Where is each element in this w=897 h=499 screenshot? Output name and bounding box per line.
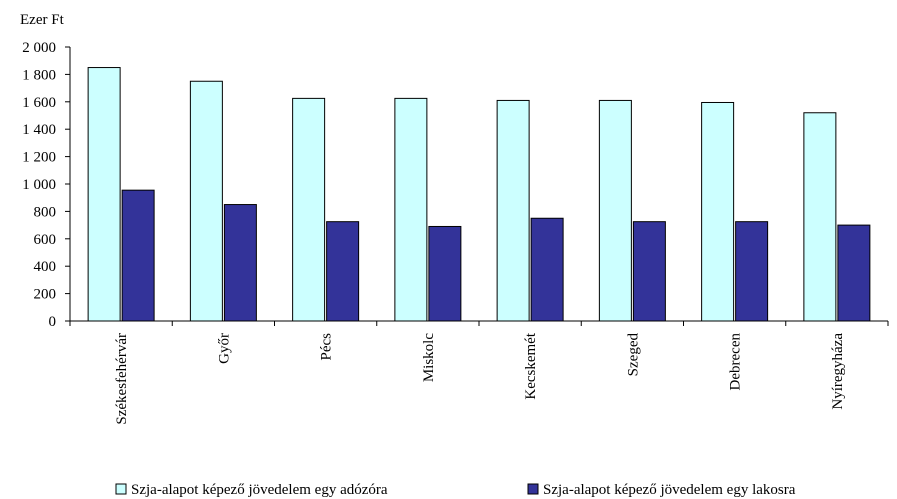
bar-lakosra-5 xyxy=(632,221,666,322)
y-tick-label: 600 xyxy=(34,232,57,248)
bar-adozora-2 xyxy=(292,97,326,322)
x-tick-label: Kecskemét xyxy=(523,332,539,399)
x-tick-label: Szeged xyxy=(625,333,641,377)
x-tick-label: Pécs xyxy=(319,333,335,361)
x-tick-label: Nyíregyháza xyxy=(830,333,846,410)
bar-lakosra-3 xyxy=(428,225,462,322)
legend-label: Szja-alapot képező jövedelem egy lakosra xyxy=(543,482,796,498)
y-tick-label: 800 xyxy=(34,204,57,220)
y-tick-label: 2 000 xyxy=(22,40,56,56)
y-ticks: 0 200 400 600 800 1 000 1 200 1 400 1 600 1 800 2 … xyxy=(22,40,70,330)
y-tick-label: 0 xyxy=(49,314,57,330)
bar-adozora-5 xyxy=(598,99,632,322)
y-tick-label: 400 xyxy=(34,259,57,275)
legend-label: Szja-alapot képező jövedelem egy adózóra xyxy=(131,482,388,498)
y-axis-label: Ezer Ft xyxy=(20,12,65,28)
legend-swatch xyxy=(115,483,127,495)
x-tick-label: Debrecen xyxy=(728,333,744,391)
bar-lakosra-6 xyxy=(735,221,769,322)
bar-adozora-3 xyxy=(394,97,428,322)
bar-adozora-0 xyxy=(87,67,121,322)
bar-lakosra-7 xyxy=(837,224,871,322)
y-tick-label: 200 xyxy=(34,287,57,303)
y-tick-label: 1 800 xyxy=(22,67,56,83)
y-tick-label: 1 600 xyxy=(22,95,56,111)
bar-lakosra-4 xyxy=(530,217,564,322)
bar-adozora-1 xyxy=(189,80,223,322)
y-tick-label: 1 200 xyxy=(22,150,56,166)
x-tick-label: Miskolc xyxy=(421,333,437,383)
x-tick-label: Székesfehérvár xyxy=(114,333,130,425)
bar-adozora-4 xyxy=(496,99,530,322)
bar-lakosra-1 xyxy=(223,204,257,322)
bar-lakosra-0 xyxy=(121,189,155,322)
bar-adozora-6 xyxy=(701,101,735,322)
y-tick-label: 1 400 xyxy=(22,122,56,138)
y-tick-label: 1 000 xyxy=(22,177,56,193)
x-tick-label: Győr xyxy=(216,333,232,364)
legend-swatch xyxy=(527,483,539,495)
x-tick-labels: Székesfehérvár Győr Pécs Miskolc Kecskemét Sz… xyxy=(114,332,846,424)
bars xyxy=(87,67,871,322)
bar-lakosra-2 xyxy=(326,221,360,322)
legend: Szja-alapot képező jövedelem egy adózóra… xyxy=(115,482,796,498)
bar-adozora-7 xyxy=(803,112,837,322)
